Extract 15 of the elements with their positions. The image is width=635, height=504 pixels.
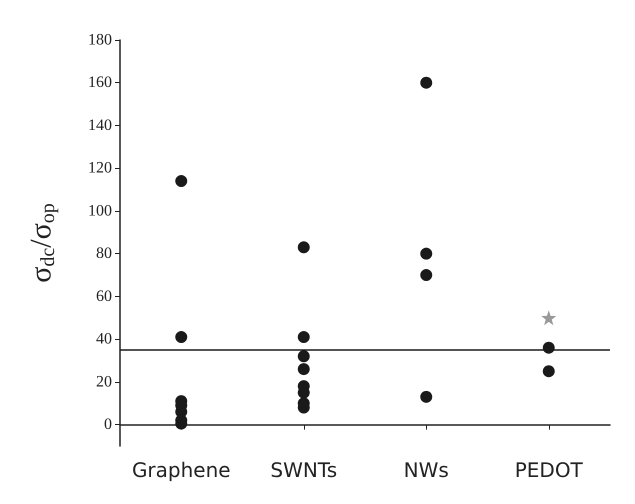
- y-tick-label: 20: [96, 373, 112, 390]
- y-axis-title: σdc/σop: [24, 203, 59, 283]
- x-tick-label: Graphene: [132, 458, 231, 482]
- y-tick-label: 80: [96, 245, 112, 262]
- y-tick-label: 60: [96, 288, 112, 305]
- y-tick-label: 0: [104, 416, 112, 434]
- x-tick-label: SWNTs: [270, 458, 338, 482]
- y-tick-label: 40: [96, 330, 112, 348]
- x-tick-label: NWs: [404, 458, 449, 482]
- y-tick-label: 140: [88, 116, 112, 134]
- y-tick-label: 120: [88, 160, 112, 177]
- y-tick-label: 100: [88, 202, 112, 220]
- x-tick-label: PEDOT: [514, 458, 584, 482]
- y-tick-label: 180: [88, 32, 112, 48]
- y-tick-label: 160: [88, 74, 112, 92]
